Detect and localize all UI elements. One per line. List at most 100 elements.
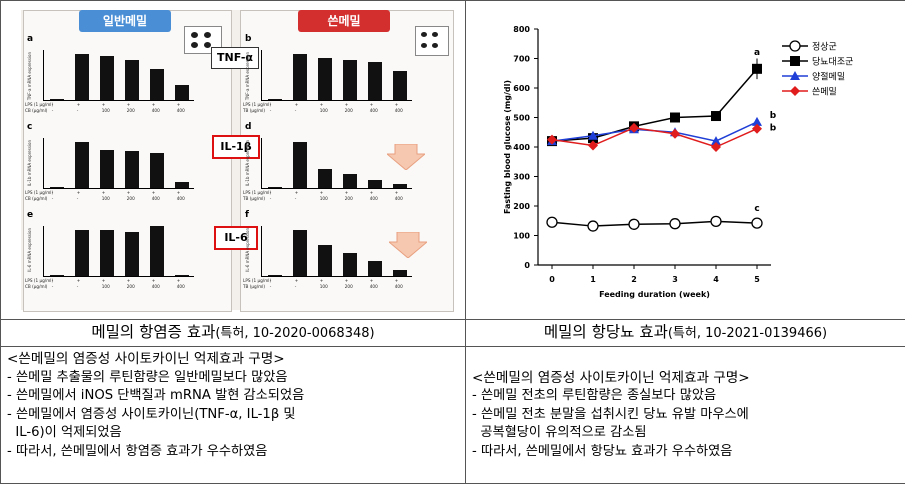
- panel-ylabel: TNF-a mRNA expression: [245, 52, 250, 101]
- condition-cell: +: [369, 278, 374, 283]
- bar: [124, 232, 139, 276]
- y-tick-label: 500: [513, 114, 530, 123]
- condition-cell: +: [176, 190, 181, 195]
- right-caption-main: 메밀의 항당뇨 효과: [543, 323, 668, 341]
- condition-cell: -: [51, 190, 54, 195]
- panel-ylabel: TNF-a mRNA expression: [27, 52, 32, 101]
- bar: [174, 182, 189, 188]
- condition-cell: +: [394, 102, 399, 107]
- condition-row-label: LPS (1 μg/ml): [243, 190, 272, 195]
- data-point: [752, 116, 762, 126]
- panel-condition-rows: LPS (1 μg/ml) - + + + + + TB (μg/ml) - -100 200 400…: [243, 190, 403, 202]
- left-figure-cell: 일반메밀 쓴메밀 TNF-α IL-1β IL-6: [0, 0, 466, 320]
- panel-condition-rows: LPS (1 μg/ml) - + + + + + CB (μg/ml) - -100 200 400…: [25, 102, 185, 114]
- bar: [174, 84, 189, 100]
- bar: [267, 187, 282, 188]
- label-il1b: IL-1β: [212, 135, 260, 159]
- condition-cell: 100: [101, 196, 110, 201]
- condition-cell: -: [294, 108, 297, 113]
- condition-cell: 200: [344, 196, 353, 201]
- condition-cell: -: [51, 196, 54, 201]
- significance-label: a: [754, 48, 760, 58]
- right-summary-title: <쓴메밀의 염증성 사이토카이닌 억제효과 구명>: [472, 369, 750, 386]
- left-caption-main: 메밀의 항염증 효과: [91, 323, 216, 341]
- panel-condition-rows: LPS (1 μg/ml) - + + + + + TB (μg/ml) - -100 200 400…: [243, 278, 403, 290]
- y-axis-label: Fasting blood glucose (mg/dl): [503, 80, 512, 214]
- y-tick-label: 400: [513, 143, 530, 152]
- condition-cell: 400: [394, 196, 403, 201]
- bar-panel-b: b TNF-a mRNA expression LPS (1 μg/ml) - + + + +…: [243, 34, 433, 124]
- bar: [149, 68, 164, 100]
- panel-plot-area: [43, 226, 194, 277]
- panel-ylabel: IL-6 mRNA expression: [27, 228, 32, 272]
- data-point: [628, 218, 640, 230]
- bar: [392, 270, 407, 276]
- legend-label: 양절메밀: [812, 71, 845, 83]
- legend-label: 정상군: [812, 42, 837, 53]
- bar: [292, 54, 307, 100]
- data-point: [669, 218, 681, 230]
- x-tick-label: 0: [549, 275, 555, 284]
- condition-cell: -: [76, 108, 79, 113]
- condition-cell: +: [126, 190, 131, 195]
- condition-cell: 400: [176, 284, 185, 289]
- condition-cell: +: [294, 278, 299, 283]
- condition-cell: -: [76, 284, 79, 289]
- y-tick-label: 0: [524, 261, 530, 270]
- bar: [317, 168, 332, 188]
- panel-ylabel: IL-1b mRNA expression: [27, 140, 32, 187]
- bar: [367, 261, 382, 276]
- data-point: [790, 71, 800, 80]
- legend-label: 쓴메밀: [812, 86, 837, 98]
- data-point: [587, 220, 599, 232]
- data-point: [547, 134, 557, 145]
- panel-plot-area: [43, 50, 194, 101]
- bar: [292, 230, 307, 276]
- condition-cell: -: [294, 196, 297, 201]
- data-point: [711, 111, 721, 122]
- bar-panel-d: d IL-1b mRNA expression LPS (1 μg/ml) - + + + +…: [243, 122, 433, 212]
- bar: [367, 61, 382, 100]
- label-tnf: TNF-α: [211, 47, 259, 69]
- bar: [342, 60, 357, 100]
- condition-cell: +: [101, 190, 106, 195]
- data-point: [711, 136, 721, 146]
- condition-cell: -: [51, 108, 54, 113]
- label-il6: IL-6: [214, 226, 258, 250]
- condition-cell: +: [126, 102, 131, 107]
- condition-cell: +: [176, 278, 181, 283]
- data-point: [546, 216, 558, 228]
- bar: [49, 187, 64, 188]
- condition-cell: 400: [176, 196, 185, 201]
- panel-plot-area: [261, 138, 412, 189]
- decrease-arrow-il6: [389, 232, 427, 258]
- condition-cell: 400: [151, 108, 160, 113]
- right-summary: <쓴메밀의 염증성 사이토카이닌 억제효과 구명> - 쓴메밀 전초의 루틴함량…: [465, 346, 905, 484]
- bar: [74, 54, 89, 100]
- condition-cell: +: [319, 278, 324, 283]
- left-summary-title: <쓴메밀의 염증성 사이토카이닌 억제효과 구명>: [7, 351, 285, 367]
- condition-cell: 400: [369, 196, 378, 201]
- condition-cell: 200: [126, 196, 135, 201]
- condition-cell: -: [51, 102, 54, 107]
- condition-cell: 100: [319, 108, 328, 113]
- condition-cell: 200: [344, 284, 353, 289]
- condition-cell: -: [269, 108, 272, 113]
- data-point: [588, 130, 598, 140]
- bar: [49, 99, 64, 100]
- right-summary-line: 공복혈당이 유의적으로 감소됨: [472, 425, 647, 441]
- condition-cell: +: [101, 102, 106, 107]
- condition-cell: +: [76, 278, 81, 283]
- condition-cell: +: [294, 190, 299, 195]
- data-point: [711, 142, 721, 152]
- condition-cell: -: [269, 196, 272, 201]
- header-normal-buckwheat: 일반메밀: [79, 10, 171, 32]
- condition-cell: +: [176, 102, 181, 107]
- significance-label: b: [770, 111, 777, 121]
- left-summary-line: - 쓴메밀 추출물의 루틴함량은 일반메밀보다 많았음: [7, 369, 288, 385]
- bar: [367, 179, 382, 188]
- data-point: [710, 215, 722, 227]
- left-summary-line: - 따라서, 쓴메밀에서 항염증 효과가 우수하였음: [7, 443, 268, 459]
- bar: [342, 174, 357, 188]
- condition-row-label: CB (μg/ml): [25, 284, 48, 289]
